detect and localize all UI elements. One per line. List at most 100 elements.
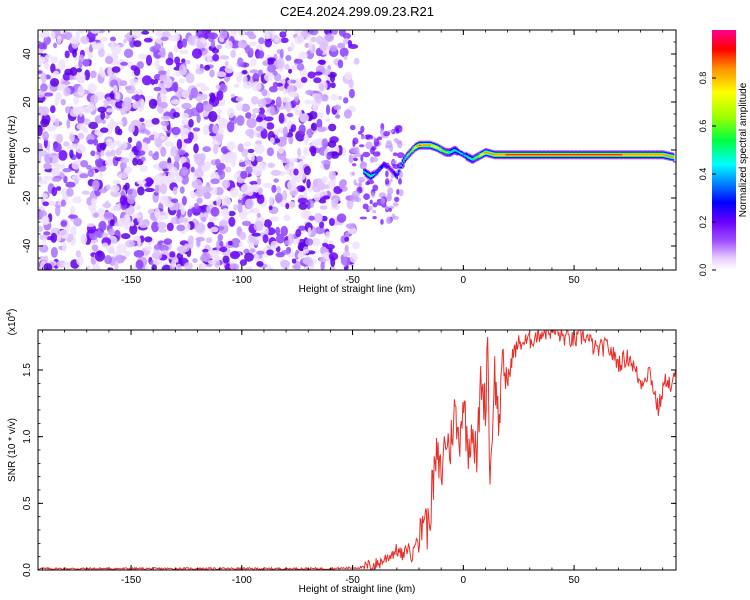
spectrogram-ridge-cell [651, 154, 654, 156]
spectrogram-noise-cell [397, 140, 403, 149]
spectrogram-ridge-cell [504, 154, 506, 156]
spectrogram-noise-cell [314, 93, 323, 104]
spectrogram-noise-cell [352, 190, 360, 199]
spectrogram-noise-cell [95, 157, 104, 168]
spectrogram-ridge-cell [517, 154, 519, 156]
spectrogram-ridge-cell [590, 154, 592, 156]
spectrogram-ridge-cell [458, 152, 461, 154]
spectrogram-noise-cell [112, 84, 118, 94]
spectrogram-noise-cell [70, 226, 77, 237]
spectrogram-noise-cell [231, 158, 236, 168]
spectrogram-ridge-cell [601, 154, 603, 156]
spectrogram-noise-cell [235, 96, 244, 102]
spectrogram-noise-cell [216, 195, 222, 207]
spectrogram-noise-cell [63, 141, 70, 147]
spectrogram-noise-cell [190, 87, 198, 99]
spectrogram-noise-cell [360, 135, 367, 140]
spectrogram-noise-cell [46, 201, 57, 206]
spectrogram-noise-cell [282, 126, 288, 138]
spectrogram-ridge-cell [574, 154, 576, 156]
spectrogram-ridge-cell [423, 144, 425, 146]
spectrogram-noise-cell [178, 78, 185, 84]
spectrogram-noise-cell [125, 240, 135, 248]
spectrogram-noise-cell [233, 204, 239, 211]
spectrogram-noise-cell [283, 214, 291, 222]
spectrogram-noise-cell [321, 138, 329, 149]
spectrogram-noise-cell [80, 36, 90, 45]
spectrogram-noise-cell [131, 30, 142, 39]
spectrogram-ridge-cell [493, 154, 495, 156]
spectrogram-noise-cell [258, 107, 265, 115]
spectrogram-noise-cell [328, 247, 333, 253]
spectrogram-noise-cell [154, 59, 160, 70]
spectrogram-noise-cell [222, 255, 230, 264]
spectrogram-ridge-cell [667, 155, 669, 157]
spectrogram-noise-cell [55, 205, 61, 217]
spectrogram-noise-cell [91, 263, 101, 270]
spectrogram-noise-cell [312, 182, 322, 193]
spectrogram-noise-cell [75, 250, 82, 258]
spectrogram-noise-cell [272, 81, 278, 88]
spectrogram-noise-cell [38, 179, 49, 185]
spectrogram-noise-cell [250, 153, 255, 162]
spectrogram-noise-cell [372, 209, 377, 214]
spectrogram-noise-cell [385, 178, 390, 185]
spectrogram-noise-cell [385, 216, 393, 225]
spectrogram-noise-cell [75, 144, 86, 154]
spectrogram-noise-cell [42, 237, 47, 244]
spectrogram-ridge-cell [541, 154, 543, 156]
spectrogram-noise-cell [82, 58, 90, 67]
spectrogram-ridge-cell [502, 154, 505, 156]
spectrogram-noise-cell [90, 150, 96, 157]
spectrogram-noise-cell [237, 143, 244, 152]
spectrogram-ridge-cell [419, 144, 421, 146]
spectrogram-ridge-cell [413, 147, 416, 149]
spectrogram-noise-cell [135, 259, 144, 270]
spectrogram-noise-cell [353, 57, 360, 65]
spectrogram-noise-cell [320, 94, 329, 102]
spectrogram-noise-cell [183, 262, 193, 270]
spectrogram-noise-cell [122, 172, 128, 180]
spectrogram-noise-cell [216, 108, 223, 115]
spectrogram-noise-cell [144, 187, 155, 193]
colorbar-gradient [712, 30, 736, 270]
y-tick-label: 0.0 [22, 563, 33, 577]
spectrogram-noise-cell [79, 173, 89, 179]
spectrogram-noise-cell [248, 47, 254, 56]
spectrogram-noise-cell [241, 220, 252, 227]
spectrogram-noise-cell [105, 184, 111, 191]
spectrogram-x-axis-label: Height of straight line (km) [299, 284, 416, 295]
spectrogram-noise-cell [251, 81, 262, 92]
spectrogram-noise-cell [229, 187, 239, 198]
spectrogram-noise-cell [339, 47, 349, 58]
spectrogram-ridge-cell [666, 155, 668, 157]
spectrogram-ridge-cell [586, 154, 588, 156]
spectrogram-noise-cell [43, 162, 52, 170]
spectrogram-noise-cell [325, 104, 331, 115]
spectrogram-noise-cell [217, 128, 225, 135]
spectrogram-noise-cell [206, 54, 212, 63]
spectrogram-noise-cell [247, 148, 255, 154]
spectrogram-noise-cell [90, 94, 99, 105]
spectrogram-noise-cell [273, 37, 282, 44]
spectrogram-noise-cell [216, 44, 222, 50]
spectrogram-noise-cell [86, 265, 91, 270]
spectrogram-noise-cell [202, 251, 211, 263]
spectrogram-noise-cell [228, 240, 233, 246]
spectrogram-noise-cell [152, 152, 159, 161]
spectrogram-ridge-cell [579, 154, 582, 156]
spectrogram-ridge-cell [533, 154, 535, 156]
spectrogram-noise-cell [153, 78, 159, 85]
spectrogram-noise-cell [321, 160, 331, 165]
spectrogram-noise-cell [354, 146, 360, 155]
spectrogram-noise-cell [279, 48, 284, 59]
spectrogram-noise-cell [38, 152, 42, 164]
spectrogram-ridge-cell [552, 154, 554, 156]
spectrogram-ridge-cell [436, 147, 438, 149]
spectrogram-noise-cell [51, 177, 61, 182]
spectrogram-noise-cell [38, 61, 43, 66]
spectrogram-noise-cell [348, 88, 355, 99]
spectrogram-noise-cell [41, 106, 50, 116]
spectrogram-ridge-cell [407, 154, 409, 156]
spectrogram-noise-cell [80, 160, 89, 168]
